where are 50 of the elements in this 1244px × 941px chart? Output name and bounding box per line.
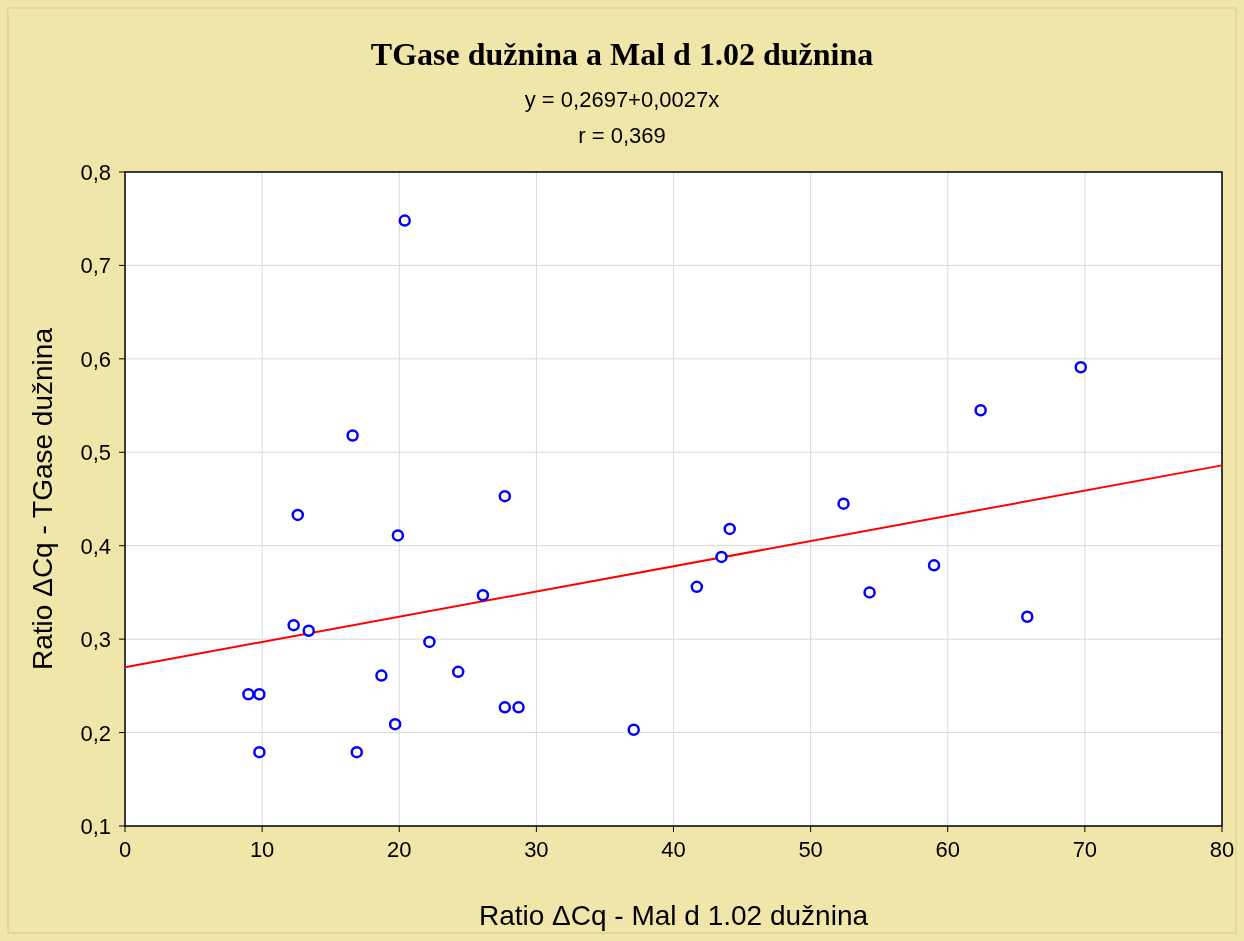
y-tick-label: 0,1 (80, 814, 111, 839)
point (863, 586, 876, 599)
point (291, 508, 305, 522)
y-tick-label: 0,4 (80, 533, 111, 559)
x-tick-label: 80 (1209, 837, 1235, 862)
x-tick-label: 30 (524, 837, 549, 862)
y-tick-label: 0,6 (80, 346, 111, 372)
y-tick-label: 0,5 (80, 440, 111, 466)
point (375, 669, 388, 682)
point (423, 635, 436, 649)
point (498, 701, 512, 714)
point (927, 559, 941, 572)
x-axis-title: Ratio ΔCq - Mal d 1.02 dužnina (478, 900, 869, 931)
text: r = 0,369 (578, 123, 666, 148)
x-tick-label: 10 (249, 837, 275, 862)
x-tick-label: 40 (661, 837, 686, 862)
point (627, 723, 640, 737)
point (476, 588, 490, 602)
point (690, 580, 704, 594)
y-tick-label: 0,2 (80, 720, 111, 746)
point (388, 717, 402, 731)
point (391, 529, 405, 542)
point (350, 745, 363, 759)
point (1021, 610, 1034, 623)
y-tick-label: 0,8 (80, 160, 111, 185)
point (974, 403, 987, 417)
point (398, 214, 411, 227)
x-tick-label: 50 (798, 837, 823, 862)
x-tick-label: 70 (1072, 837, 1098, 862)
point (1074, 361, 1088, 374)
point (498, 489, 512, 503)
point (451, 665, 465, 679)
point (302, 624, 315, 637)
y-axis-title: Ratio ΔCq - TGase dužnina (27, 327, 58, 670)
point (287, 618, 300, 632)
point (253, 688, 266, 701)
y-tick-label: 0,3 (80, 627, 111, 653)
point (242, 688, 255, 701)
point (715, 550, 728, 564)
x-tick-label: 60 (935, 837, 960, 862)
y-tick-label: 0,7 (80, 253, 111, 279)
point (512, 701, 525, 714)
point (346, 429, 359, 442)
point (837, 497, 850, 510)
x-tick-label: 0 (118, 837, 132, 862)
x-tick-label: 20 (387, 837, 412, 862)
point (253, 745, 266, 759)
chart-subtitle: y = 0,2697+0,0027x (524, 87, 720, 112)
chart-title: TGase dužnina a Mal d 1.02 dužnina (370, 36, 874, 72)
point (723, 522, 736, 536)
